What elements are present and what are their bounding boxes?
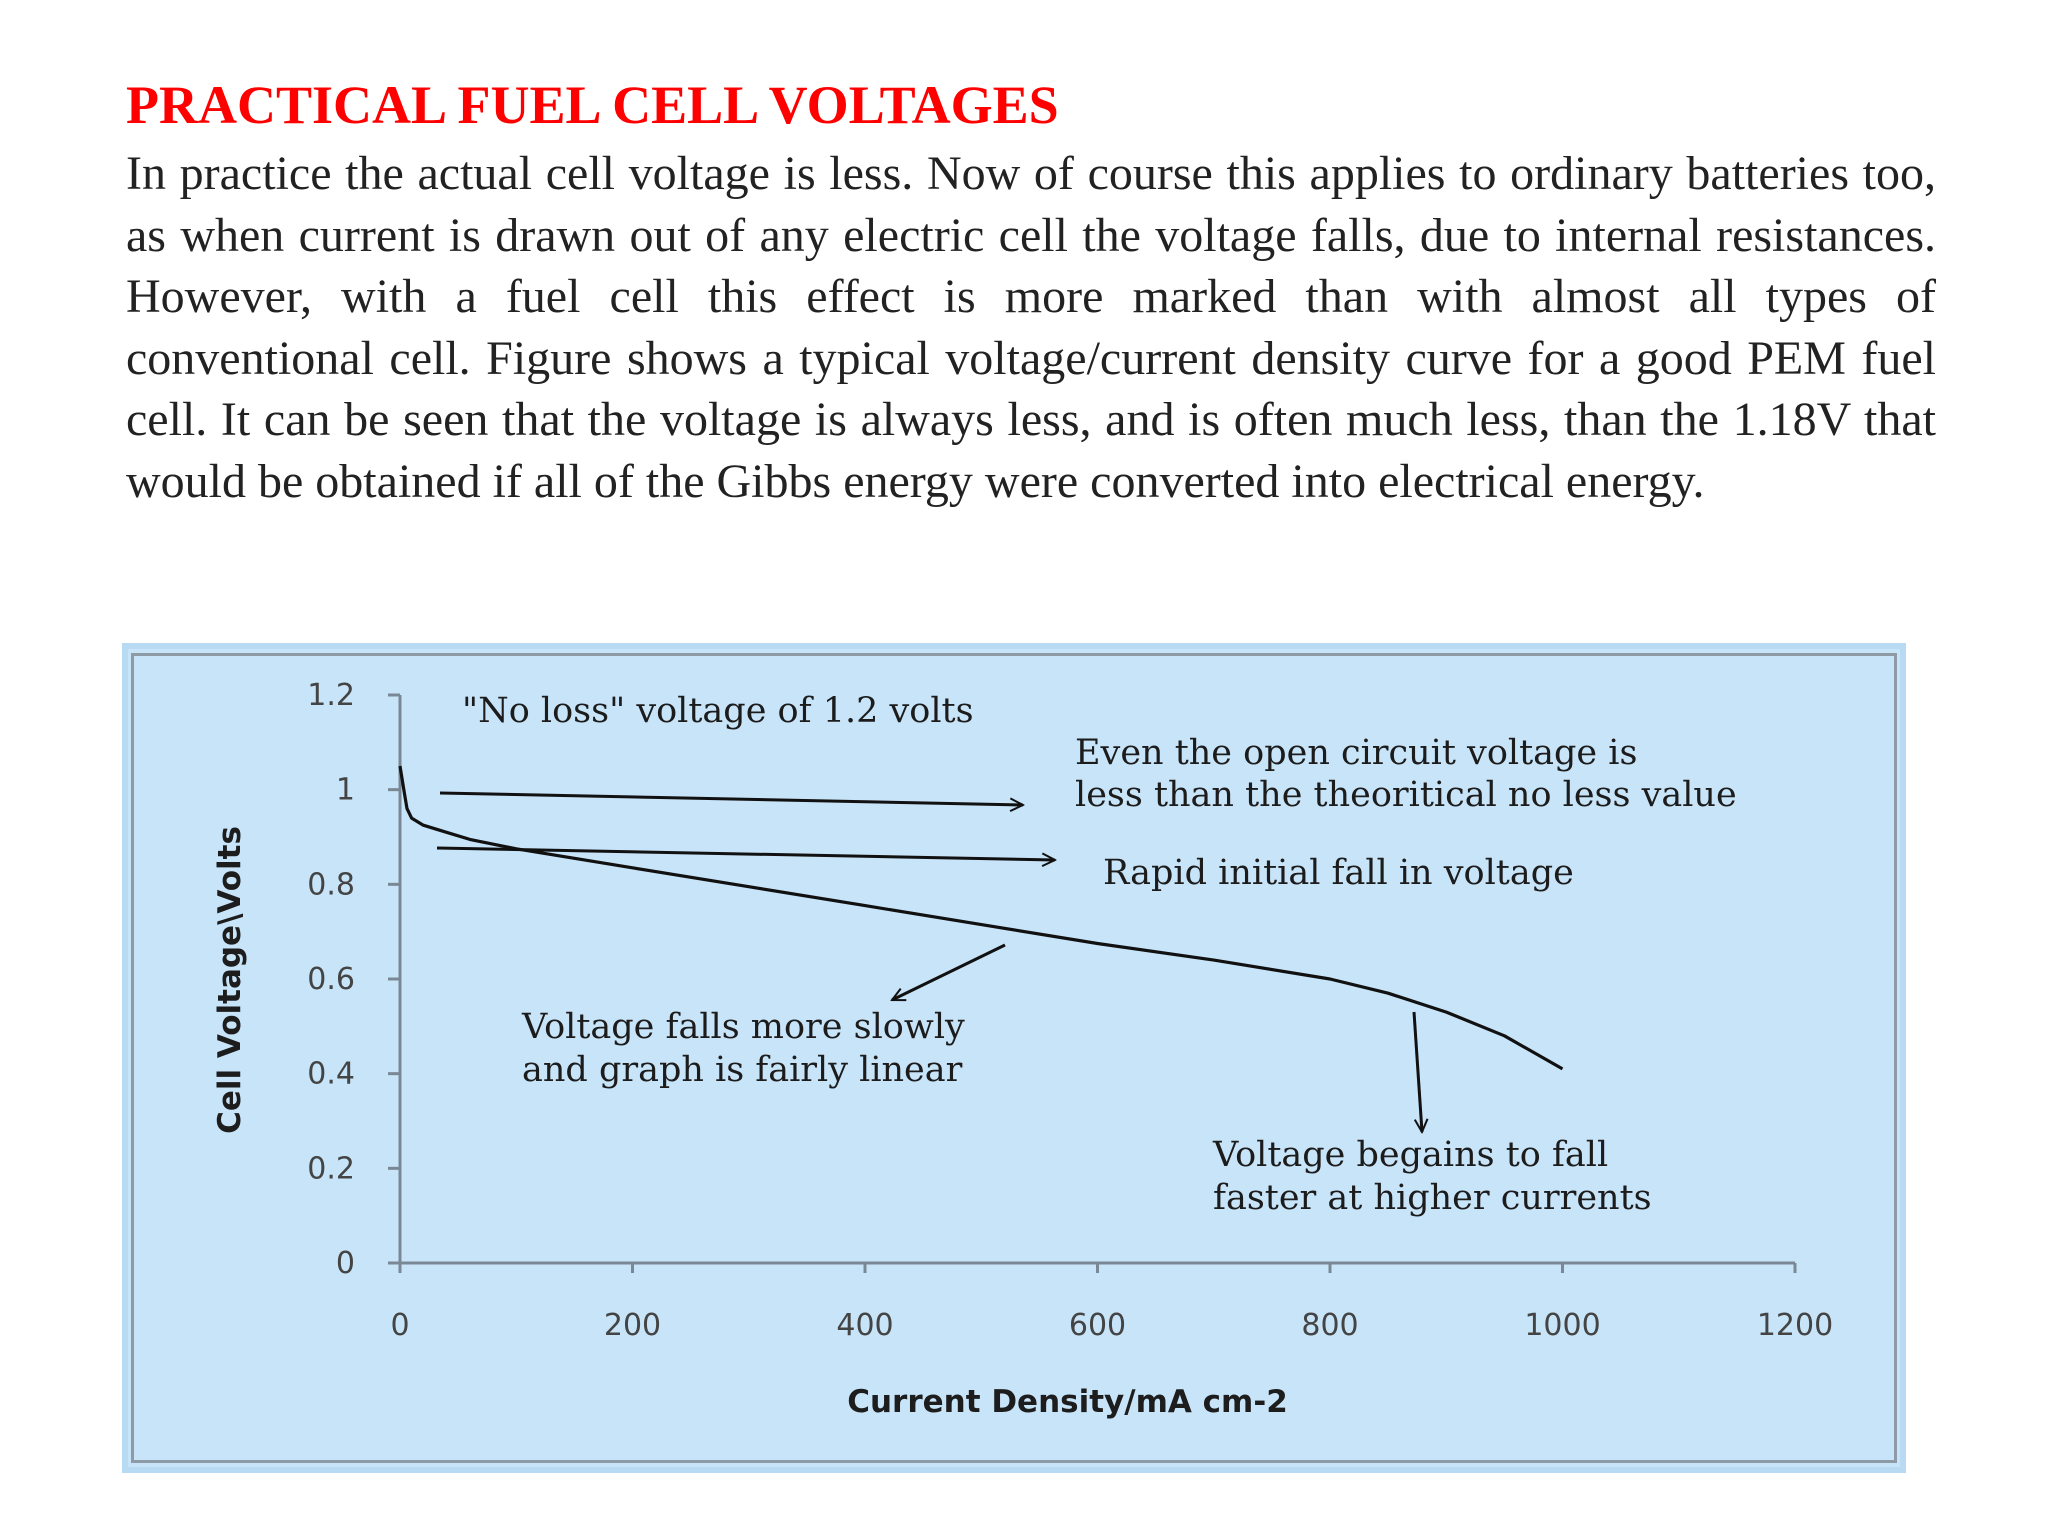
y-tick-label: 1 — [336, 773, 355, 808]
arrow-rapid — [436, 846, 1055, 860]
annotation-text-ocv: less than the theoritical no less value — [1075, 775, 1737, 815]
chart-frame — [131, 653, 1897, 1463]
chart-axes: 0 0.2 0.4 0.6 0.8 1 1.2 0 200 400 600 800 1000 1200 Cu… — [212, 678, 1833, 1420]
annotation-text-linear: and graph is fairly linear — [522, 1050, 963, 1090]
x-axis-title: Current Density/mA cm-2 — [847, 1384, 1288, 1420]
arrow-linear — [892, 943, 1006, 1002]
x-tick-label: 200 — [604, 1308, 661, 1343]
y-tick-label: 1.2 — [307, 678, 355, 713]
page-title: PRACTICAL FUEL CELL VOLTAGES — [126, 75, 1059, 135]
y-tick-label: 0.4 — [307, 1057, 355, 1092]
body-paragraph: In practice the actual cell voltage is l… — [126, 147, 1936, 508]
arrow-faster — [1412, 1011, 1422, 1132]
annotation-text-ocv: Even the open circuit voltage is — [1075, 733, 1637, 773]
annotation-text-no-loss: "No loss" voltage of 1.2 volts — [462, 691, 974, 731]
x-tick-label: 800 — [1301, 1308, 1358, 1343]
x-tick-label: 400 — [836, 1308, 893, 1343]
annotation-text-linear: Voltage falls more slowly — [521, 1007, 965, 1047]
x-tick-label: 0 — [390, 1308, 409, 1343]
y-tick-label: 0.8 — [307, 867, 355, 902]
x-tick-label: 1200 — [1757, 1308, 1833, 1343]
x-tick-label: 1000 — [1524, 1308, 1600, 1343]
x-tick-label: 600 — [1069, 1308, 1126, 1343]
y-axis-title: Cell Voltage\Volts — [212, 826, 248, 1134]
annotation-text-faster: Voltage begains to fall — [1212, 1135, 1608, 1175]
annotation-text-faster: faster at higher currents — [1213, 1178, 1652, 1218]
annotation-text-rapid: Rapid initial fall in voltage — [1103, 853, 1574, 893]
y-tick-label: 0.6 — [307, 962, 355, 997]
y-tick-label: 0 — [336, 1246, 355, 1281]
chart-series — [398, 765, 1564, 1071]
voltage-curve-line — [398, 765, 1564, 1071]
y-tick-label: 0.2 — [307, 1151, 355, 1186]
chart-panel — [122, 643, 1906, 1473]
chart-annotations: "No loss" voltage of 1.2 volts Even the o… — [436, 691, 1737, 1218]
arrow-ocv — [439, 791, 1023, 805]
